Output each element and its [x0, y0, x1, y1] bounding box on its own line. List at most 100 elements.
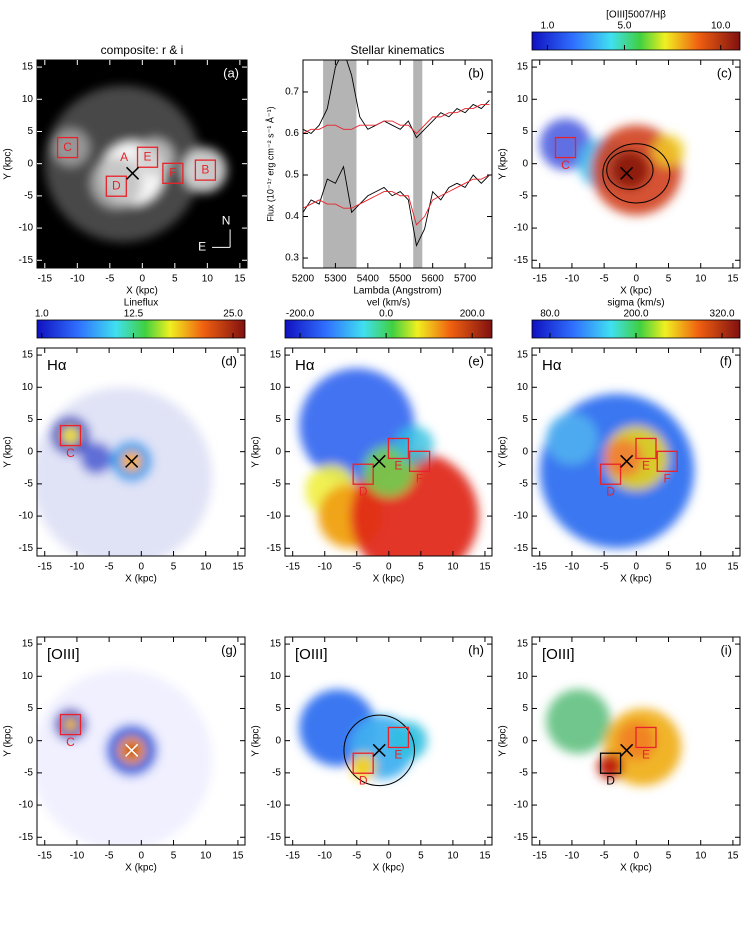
- x-axis-label: X (kpc): [373, 574, 405, 585]
- x-tick-label: -15: [38, 274, 53, 285]
- x-tick-label: 10: [447, 562, 459, 573]
- map-blob: [80, 442, 113, 475]
- region-label: E: [394, 459, 402, 473]
- x-tick-label: -10: [565, 274, 580, 285]
- region-box: [387, 437, 410, 460]
- colorbar-label: vel (km/s): [367, 298, 410, 309]
- colorbar-tick-label: 10.0: [711, 21, 731, 32]
- region-label: E: [144, 149, 152, 163]
- y-tick-label: -15: [19, 832, 34, 843]
- x-tick-label: 0: [386, 851, 392, 862]
- panel-label: (i): [720, 642, 732, 657]
- y-tick-label: -10: [267, 511, 282, 522]
- y-tick-label: 15: [517, 350, 529, 361]
- map-blob: [539, 118, 592, 171]
- colorbar-tick-label: 200.0: [623, 309, 648, 320]
- x-tick-label: 0: [386, 562, 392, 573]
- y-tick-label: 10: [22, 382, 34, 393]
- region-label: F: [169, 166, 176, 180]
- panel-title: composite: r & i: [101, 43, 184, 57]
- region-label: C: [66, 735, 75, 749]
- y-tick-label: 0.7: [285, 87, 299, 98]
- colorbar-label: [OIII]5007/Hβ: [606, 10, 666, 21]
- y-tick-label: -15: [514, 255, 529, 266]
- region-box: [599, 752, 622, 774]
- x-tick-label: 5: [171, 851, 177, 862]
- x-tick-label: 0: [634, 274, 640, 285]
- x-axis-label: Lambda (Angstrom): [353, 286, 441, 297]
- region-label: D: [359, 484, 368, 498]
- y-tick-label: -5: [272, 768, 281, 779]
- x-tick-label: 5: [418, 851, 424, 862]
- panel-label: (b): [468, 65, 484, 80]
- plot-area: [303, 60, 490, 268]
- y-axis-label: Y (kpc): [251, 436, 262, 468]
- x-tick-label: -15: [533, 562, 548, 573]
- region-label: E: [642, 459, 650, 473]
- y-tick-label: -15: [267, 832, 282, 843]
- aperture: [602, 143, 671, 204]
- region-box: [554, 136, 577, 159]
- y-axis-label: Y (kpc): [3, 436, 14, 468]
- x-tick-label: 0: [140, 274, 146, 285]
- panel-label: (d): [221, 353, 237, 368]
- y-tick-label: -5: [24, 191, 33, 202]
- x-axis-label: X (kpc): [620, 863, 652, 874]
- x-tick-label: 5200: [292, 274, 315, 285]
- region-label: E: [642, 748, 650, 762]
- colorbar-tick-label: 25.0: [223, 309, 243, 320]
- x-tick-label: 10: [447, 851, 459, 862]
- panel-label: (g): [221, 642, 237, 657]
- colorbar-label: Lineflux: [124, 298, 158, 309]
- y-axis-label: Y (kpc): [498, 436, 509, 468]
- map-blob: [546, 413, 598, 465]
- y-axis-label: Y (kpc): [3, 148, 14, 180]
- line-label: [OIII]: [47, 646, 80, 663]
- y-tick-label: 10: [270, 671, 282, 682]
- colorbar: [531, 31, 741, 51]
- center-cross: [372, 743, 386, 757]
- y-tick-label: -10: [514, 223, 529, 234]
- y-axis-label: Y (kpc): [251, 725, 262, 757]
- region-label: B: [201, 162, 209, 176]
- region-label: C: [561, 158, 570, 172]
- x-tick-label: -10: [70, 562, 85, 573]
- region-box: [59, 713, 82, 736]
- colorbar-tick-label: 0.0: [379, 309, 393, 320]
- y-tick-label: 0: [27, 158, 33, 169]
- map-blob: [652, 134, 685, 167]
- x-axis-label: X (kpc): [373, 863, 405, 874]
- y-tick-label: 10: [517, 382, 529, 393]
- y-tick-label: 15: [270, 639, 282, 650]
- line-label: [OIII]: [295, 646, 328, 663]
- x-tick-label: 15: [479, 851, 491, 862]
- x-tick-label: 0: [634, 851, 640, 862]
- y-tick-label: 15: [517, 639, 529, 650]
- y-tick-label: 0.5: [285, 170, 299, 181]
- x-tick-label: -5: [600, 851, 609, 862]
- x-tick-label: 0: [634, 562, 640, 573]
- y-tick-label: -5: [519, 191, 528, 202]
- y-tick-label: 10: [22, 671, 34, 682]
- y-tick-label: 10: [517, 671, 529, 682]
- x-tick-label: 5: [418, 562, 424, 573]
- y-tick-label: 0.3: [285, 253, 299, 264]
- region-box: [162, 162, 184, 184]
- y-tick-label: 0: [27, 735, 33, 746]
- y-tick-label: -5: [519, 479, 528, 490]
- y-tick-label: -10: [267, 800, 282, 811]
- x-tick-label: 15: [232, 851, 244, 862]
- region-label: D: [112, 178, 121, 192]
- x-axis-label: X (kpc): [126, 286, 158, 297]
- plot-area: [37, 348, 245, 556]
- y-tick-label: 0: [275, 735, 281, 746]
- y-tick-label: 0.4: [285, 211, 299, 222]
- y-tick-label: 5: [27, 703, 33, 714]
- aperture: [606, 150, 654, 190]
- x-tick-label: 5: [666, 562, 672, 573]
- y-tick-label: -10: [19, 223, 34, 234]
- y-tick-label: -15: [267, 543, 282, 554]
- y-tick-label: 5: [522, 703, 528, 714]
- region-label: C: [66, 446, 75, 460]
